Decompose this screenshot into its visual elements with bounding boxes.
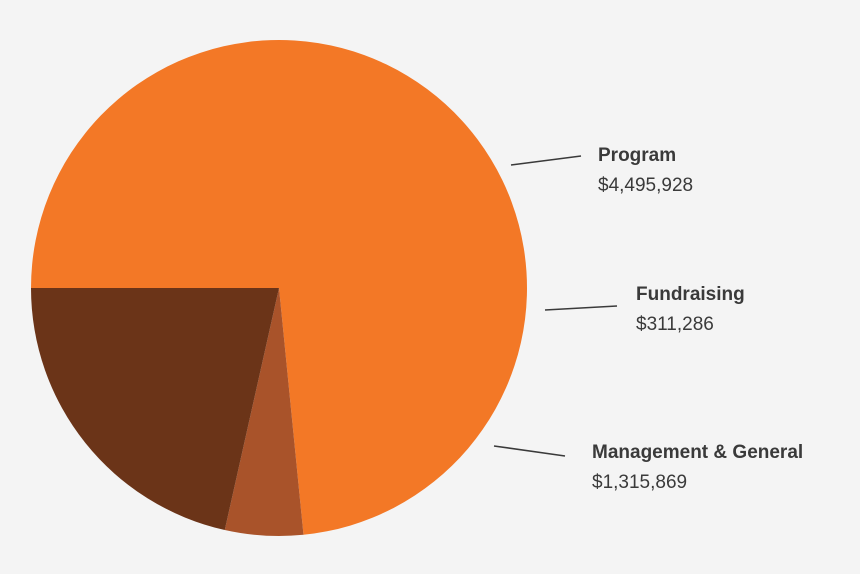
leader-line-management [493,445,566,457]
pie-slice-fundraising [224,288,304,537]
pie-slice-program [31,40,527,535]
label-fundraising-value: $311,286 [636,314,714,335]
pie-slice-management-general [31,288,279,530]
label-fundraising-name: Fundraising [636,284,745,305]
label-management-value: $1,315,869 [592,472,687,493]
leader-line-program [510,155,582,166]
label-management-name: Management & General [592,442,803,463]
label-program-name: Program [598,145,676,166]
label-program-value: $4,495,928 [598,175,693,196]
pie-slices [31,40,527,537]
leader-line-fundraising [544,305,618,311]
